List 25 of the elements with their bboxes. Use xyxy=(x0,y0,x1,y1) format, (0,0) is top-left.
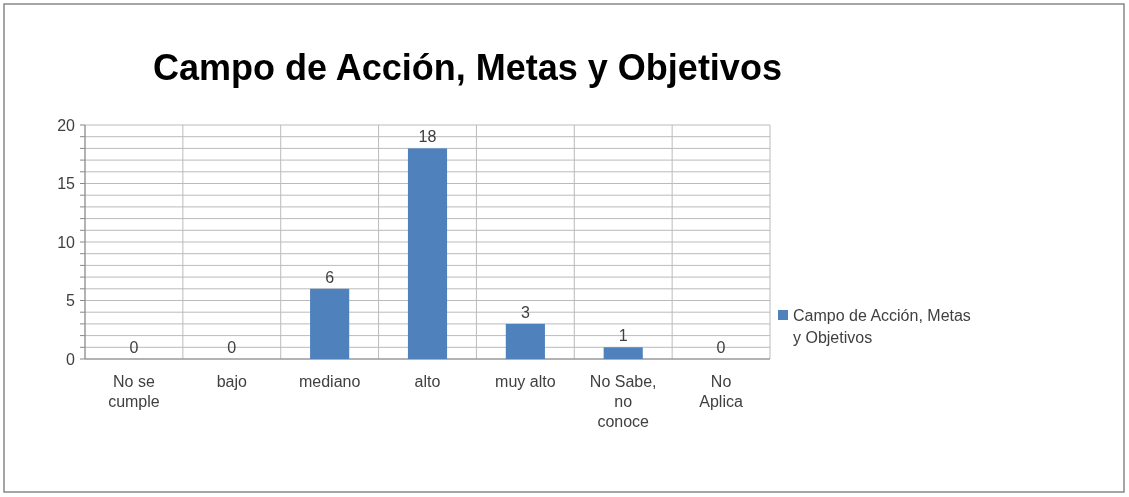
x-tick-label: No se cumple xyxy=(108,373,160,410)
x-tick-label: muy alto xyxy=(495,373,556,390)
bar xyxy=(603,347,643,359)
x-tick-label: bajo xyxy=(216,373,248,390)
data-label: 0 xyxy=(716,339,726,356)
y-tick-label: 20 xyxy=(57,116,76,134)
x-tick-label: alto xyxy=(414,373,441,390)
y-tick-label: 10 xyxy=(57,233,76,251)
x-tick-label: No Aplica xyxy=(699,373,743,410)
data-label: 18 xyxy=(418,128,437,146)
data-label: 1 xyxy=(618,327,628,345)
chart-title: Campo de Acción, Metas y Objetivos xyxy=(153,47,782,88)
bar xyxy=(407,148,448,359)
x-tick-label: mediano xyxy=(298,373,361,390)
data-label: 0 xyxy=(129,339,139,356)
y-tick-label: 0 xyxy=(66,350,76,368)
bar xyxy=(505,323,545,359)
y-tick-label: 15 xyxy=(57,175,76,193)
y-tick-label: 5 xyxy=(66,292,76,310)
bar xyxy=(310,288,350,359)
legend-label: Campo de Acción, Metas y Objetivos xyxy=(793,306,971,346)
data-label: 0 xyxy=(227,339,237,356)
x-tick-label: No Sabe, no conoce xyxy=(589,373,657,430)
data-label: 3 xyxy=(520,303,530,321)
data-label: 6 xyxy=(325,268,335,286)
